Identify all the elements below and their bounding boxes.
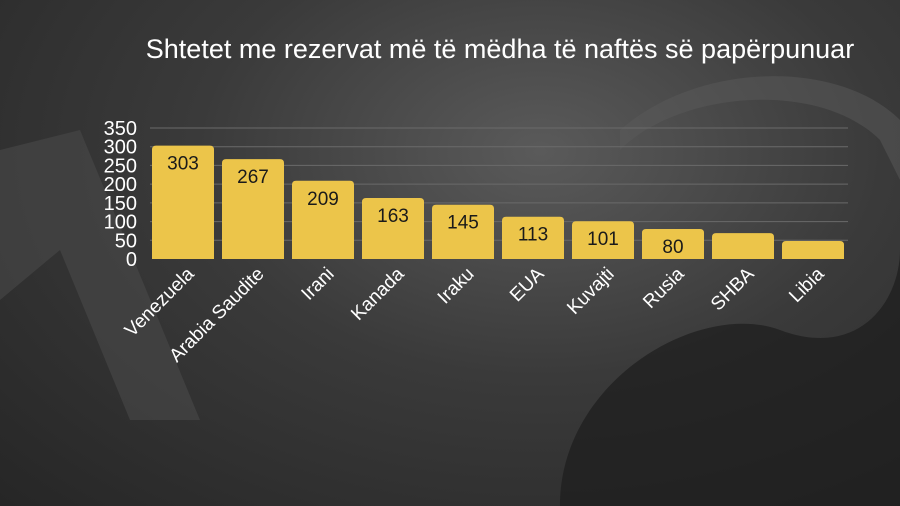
x-tick-label: Kanada [347, 263, 408, 324]
y-tick-label: 250 [104, 155, 137, 177]
bar [502, 216, 564, 259]
bar [712, 233, 774, 259]
data-label: 163 [377, 206, 409, 227]
y-tick-label: 100 [104, 212, 137, 234]
data-label: 80 [662, 237, 683, 258]
x-tick-label: Iraku [434, 264, 479, 309]
x-tick-label: Kuvajti [563, 264, 618, 319]
data-label: 145 [447, 213, 479, 234]
bar [782, 241, 844, 259]
y-tick-label: 150 [104, 193, 137, 215]
x-tick-label: Irani [298, 264, 339, 305]
data-label: 267 [237, 167, 269, 188]
data-label: 101 [587, 229, 619, 250]
y-tick-label: 350 [104, 118, 137, 140]
y-tick-label: 200 [104, 174, 137, 196]
x-tick-label: Rusia [639, 263, 689, 313]
data-label: 113 [518, 225, 548, 246]
bar [292, 180, 354, 259]
data-label: 209 [307, 189, 339, 210]
bar [642, 229, 704, 259]
y-tick-label: 300 [104, 137, 137, 159]
x-tick-label: Libia [785, 263, 829, 307]
chart-title: Shtetet me rezervat më të mëdha të naftë… [145, 34, 855, 64]
y-tick-label: 50 [115, 230, 137, 252]
y-tick-label: 0 [126, 249, 137, 271]
bar [152, 145, 214, 259]
x-tick-label: EUA [506, 263, 549, 306]
bar [222, 159, 284, 259]
data-label: 303 [167, 154, 199, 175]
bar [362, 197, 424, 259]
bar [432, 204, 494, 259]
x-tick-label: SHBA [707, 263, 759, 315]
bar [572, 221, 634, 259]
